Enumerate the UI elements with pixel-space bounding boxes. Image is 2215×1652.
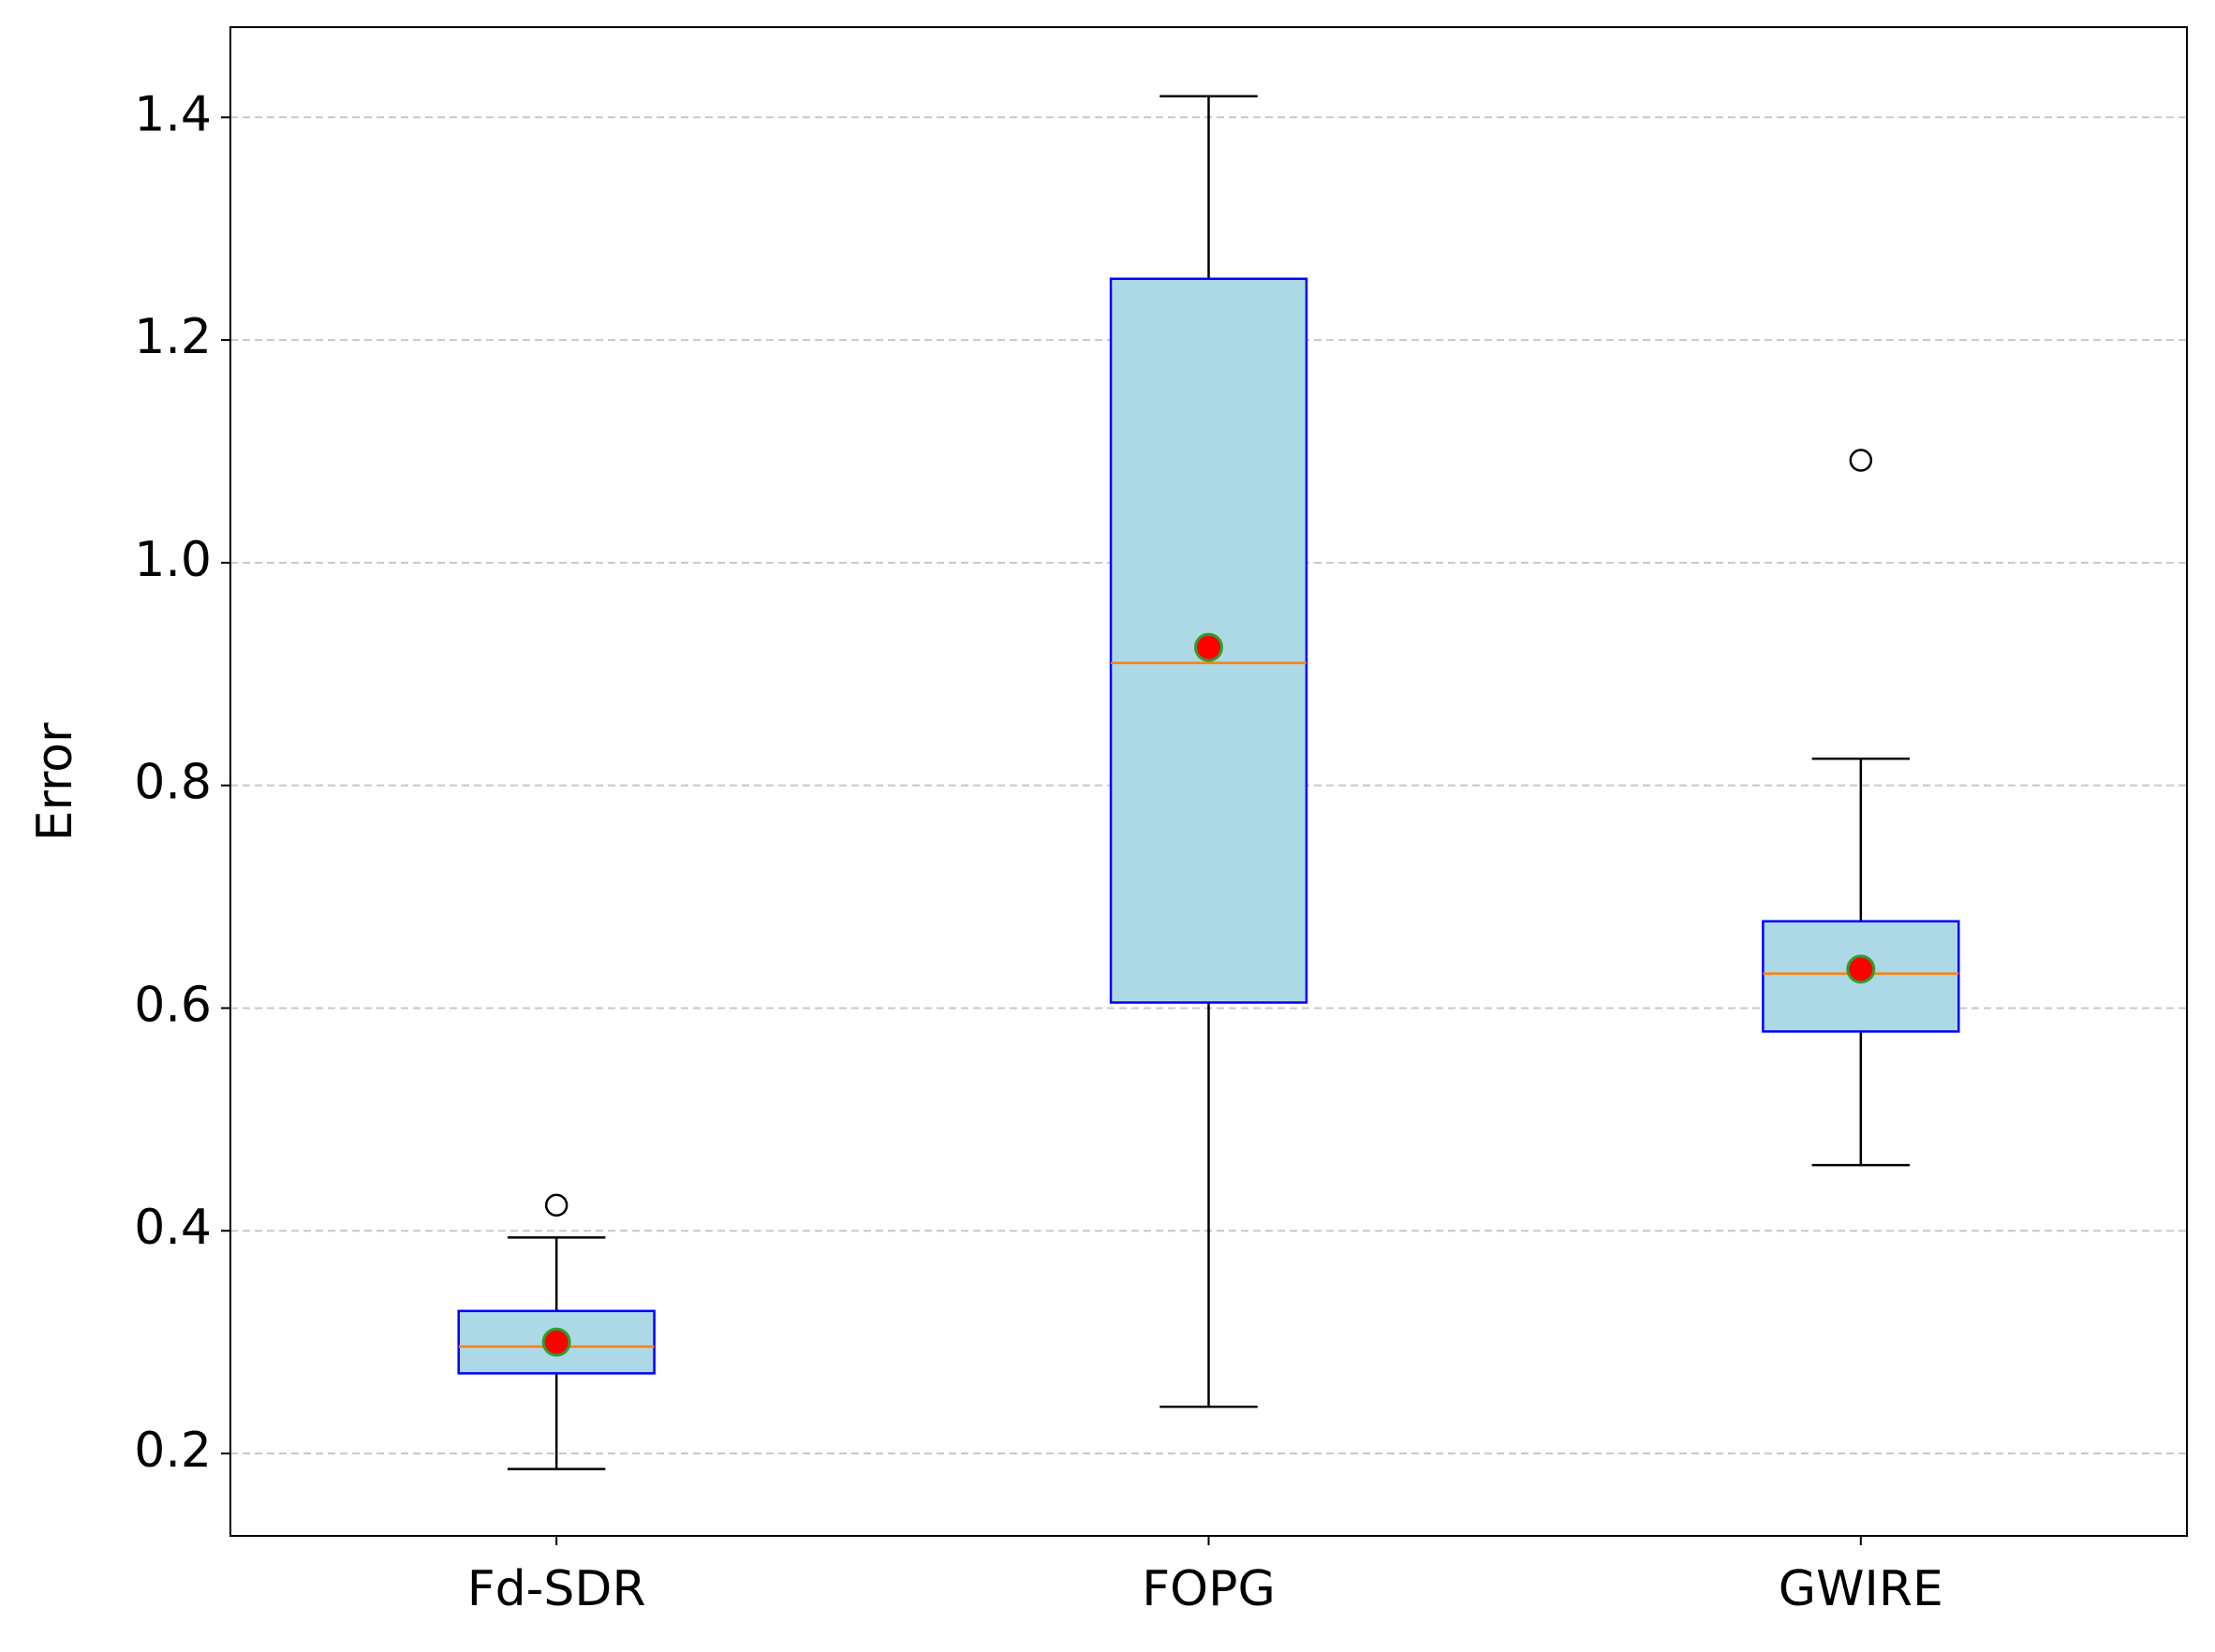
x-tick-label: GWIRE [1779, 1561, 1943, 1617]
mean [1194, 632, 1223, 662]
y-tick-label: 0.8 [134, 755, 212, 811]
y-axis-label: Error [27, 722, 83, 841]
y-tick-label: 1.4 [134, 86, 212, 142]
y-tick-label: 1.2 [134, 309, 212, 365]
outlier [1849, 449, 1873, 472]
mean [1846, 954, 1876, 984]
y-tick-label: 0.2 [134, 1423, 212, 1479]
x-tick-label: FOPG [1142, 1561, 1276, 1617]
y-tick-label: 0.6 [134, 977, 212, 1033]
plot-frame [229, 26, 2188, 1537]
y-tick-label: 0.4 [134, 1200, 212, 1256]
mean [541, 1327, 571, 1357]
y-tick-label: 1.0 [134, 532, 212, 588]
x-tick-label: Fd-SDR [467, 1561, 646, 1617]
outlier [544, 1193, 569, 1217]
